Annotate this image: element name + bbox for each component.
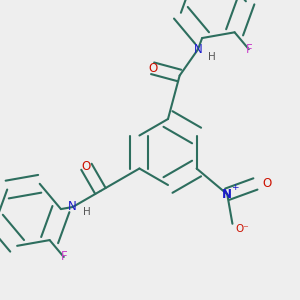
Text: N: N [68, 200, 77, 214]
Text: O: O [82, 160, 91, 173]
Text: N: N [222, 188, 232, 201]
Text: +: + [232, 183, 239, 192]
Text: N: N [194, 43, 202, 56]
Text: O⁻: O⁻ [236, 224, 249, 234]
Text: F: F [61, 250, 67, 263]
Text: H: H [83, 207, 91, 217]
Text: O: O [148, 62, 157, 75]
Text: F: F [245, 43, 252, 56]
Text: O: O [263, 178, 272, 190]
Text: H: H [208, 52, 216, 62]
